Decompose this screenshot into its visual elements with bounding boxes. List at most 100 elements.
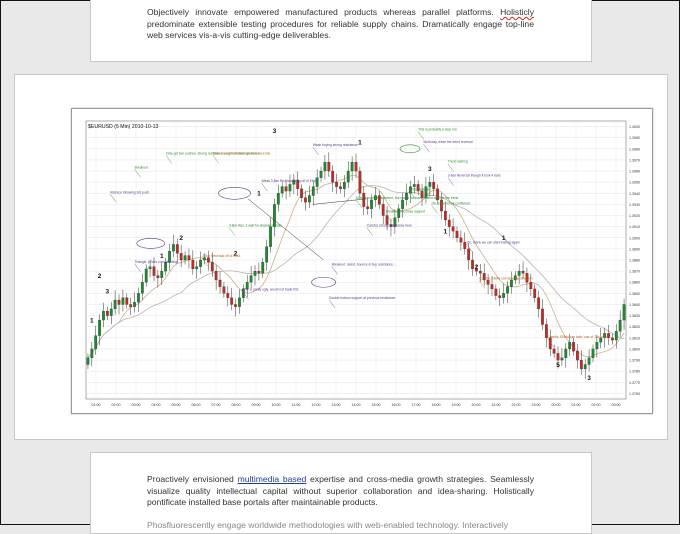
candle-body	[187, 255, 191, 261]
wave-label: 2	[179, 235, 183, 242]
x-tick-label: 00:00	[552, 403, 561, 407]
candle-body	[490, 284, 494, 290]
chart-annotation: Weak buying strong resistance	[313, 143, 358, 147]
candle-body	[218, 279, 222, 287]
candle-body	[265, 246, 269, 263]
candle-body	[241, 288, 245, 298]
wave-label: 1	[160, 253, 164, 260]
candle-body	[560, 357, 564, 361]
x-tick-label: 10:00	[272, 403, 281, 407]
annotation-pointer	[431, 205, 438, 214]
candle-body	[105, 311, 109, 316]
hyperlink[interactable]: multimedia based	[237, 474, 307, 484]
candle-body	[327, 162, 331, 172]
candle-body	[424, 186, 428, 198]
top-paragraph[interactable]: Objectively innovate empowered manufactu…	[147, 7, 534, 42]
x-tick-label: 14:00	[352, 403, 361, 407]
y-tick-label: 1.3870	[629, 270, 640, 274]
candle-body	[451, 226, 455, 232]
annotation-ellipse	[399, 144, 421, 154]
candle-body	[203, 257, 206, 261]
candle-body	[533, 288, 537, 298]
y-tick-label: 1.3910	[629, 225, 640, 229]
x-tick-label: 21:00	[492, 403, 501, 407]
candle-body	[401, 199, 404, 209]
y-tick-label: 1.3950	[629, 181, 640, 185]
annotation-pointer	[228, 227, 236, 236]
candle-body	[572, 342, 575, 352]
y-tick-label: 1.3770	[629, 381, 640, 385]
candle-body	[591, 348, 595, 358]
wave-label: 3	[273, 128, 277, 135]
x-tick-label: 07:00	[212, 403, 221, 407]
candle-body	[614, 331, 618, 341]
candle-body	[253, 270, 257, 276]
candle-body	[568, 342, 572, 350]
candle-body	[102, 311, 105, 321]
candle-body	[537, 297, 540, 310]
chart-annotation: More 3-push retracement, but would not h…	[356, 196, 458, 200]
candle-body	[175, 244, 179, 254]
candle-body	[183, 255, 187, 261]
annotation-pointer	[355, 199, 363, 208]
document-page-top: Objectively innovate empowered manufactu…	[90, 0, 592, 62]
chart-annotation: Careful, EMAs can take the direction	[479, 276, 533, 280]
candle-body	[517, 270, 521, 276]
candle-body	[125, 297, 129, 305]
paragraph-text: expertise and cross-media growth strateg…	[147, 474, 535, 507]
chart-annotation: Breakout becomes support	[386, 210, 425, 214]
candle-body	[486, 279, 490, 285]
candle-body	[513, 275, 517, 281]
y-tick-label: 1.3970	[629, 158, 640, 162]
bottom-paragraph[interactable]: Proactively envisioned multimedia based …	[147, 474, 534, 532]
x-tick-label: 13:00	[332, 403, 341, 407]
candle-body	[350, 162, 354, 172]
x-tick-label: 06:00	[192, 403, 201, 407]
y-tick-label: 1.3880	[629, 259, 640, 263]
annotation-pointer	[212, 155, 220, 164]
candle-body	[463, 242, 467, 250]
candle-body	[607, 333, 610, 338]
candle-body	[498, 295, 502, 298]
candle-body	[564, 348, 568, 358]
candle-body	[226, 293, 230, 298]
y-tick-label: 1.3900	[629, 236, 640, 240]
y-tick-label: 1.3860	[629, 281, 640, 285]
candle-body	[405, 193, 408, 201]
candle-body	[358, 170, 362, 194]
candle-body	[447, 219, 451, 227]
candlestick-chart: 1.4000 1.3990 1.3980 1.3970 1.3960 1.3950 1.39…	[85, 120, 640, 407]
chart-annotation: 3-Bar Reversal off of EMA	[202, 254, 241, 258]
x-tick-label: 17:00	[412, 403, 421, 407]
candle-body	[436, 188, 439, 201]
candle-body	[440, 199, 443, 212]
wave-label: 5	[556, 362, 560, 369]
y-tick-label: 1.3790	[629, 359, 640, 363]
candle-body	[133, 302, 136, 307]
candle-body	[420, 190, 424, 198]
candle-body	[576, 351, 579, 361]
candle-body	[432, 182, 436, 189]
misspelled-word[interactable]: Holisticly	[500, 7, 534, 17]
wave-label: 3	[106, 288, 110, 295]
candle-body	[323, 162, 327, 172]
candle-body	[393, 217, 397, 227]
candle-body	[191, 259, 195, 270]
candle-body	[245, 282, 249, 290]
annotation-pointer	[110, 194, 117, 203]
candle-body	[521, 270, 525, 274]
candle-body	[455, 230, 459, 238]
wave-label: 3	[428, 166, 432, 173]
chart-image[interactable]: 1.4000 1.3990 1.3980 1.3970 1.3960 1.3950 1.39…	[71, 108, 653, 414]
y-tick-label: 1.3930	[629, 203, 640, 207]
candle-body	[210, 262, 214, 272]
candle-body	[238, 297, 241, 307]
candle-body	[529, 282, 533, 290]
chart-annotation: Sure enough, double top, bear reversal..…	[213, 151, 273, 155]
candle-body	[129, 304, 133, 307]
chart-annotation: Retrace following 3rd push	[110, 190, 149, 194]
y-tick-label: 1.3810	[629, 336, 640, 340]
candle-body	[160, 270, 164, 278]
candle-body	[471, 259, 474, 270]
y-tick-label: 1.3780	[629, 370, 640, 374]
